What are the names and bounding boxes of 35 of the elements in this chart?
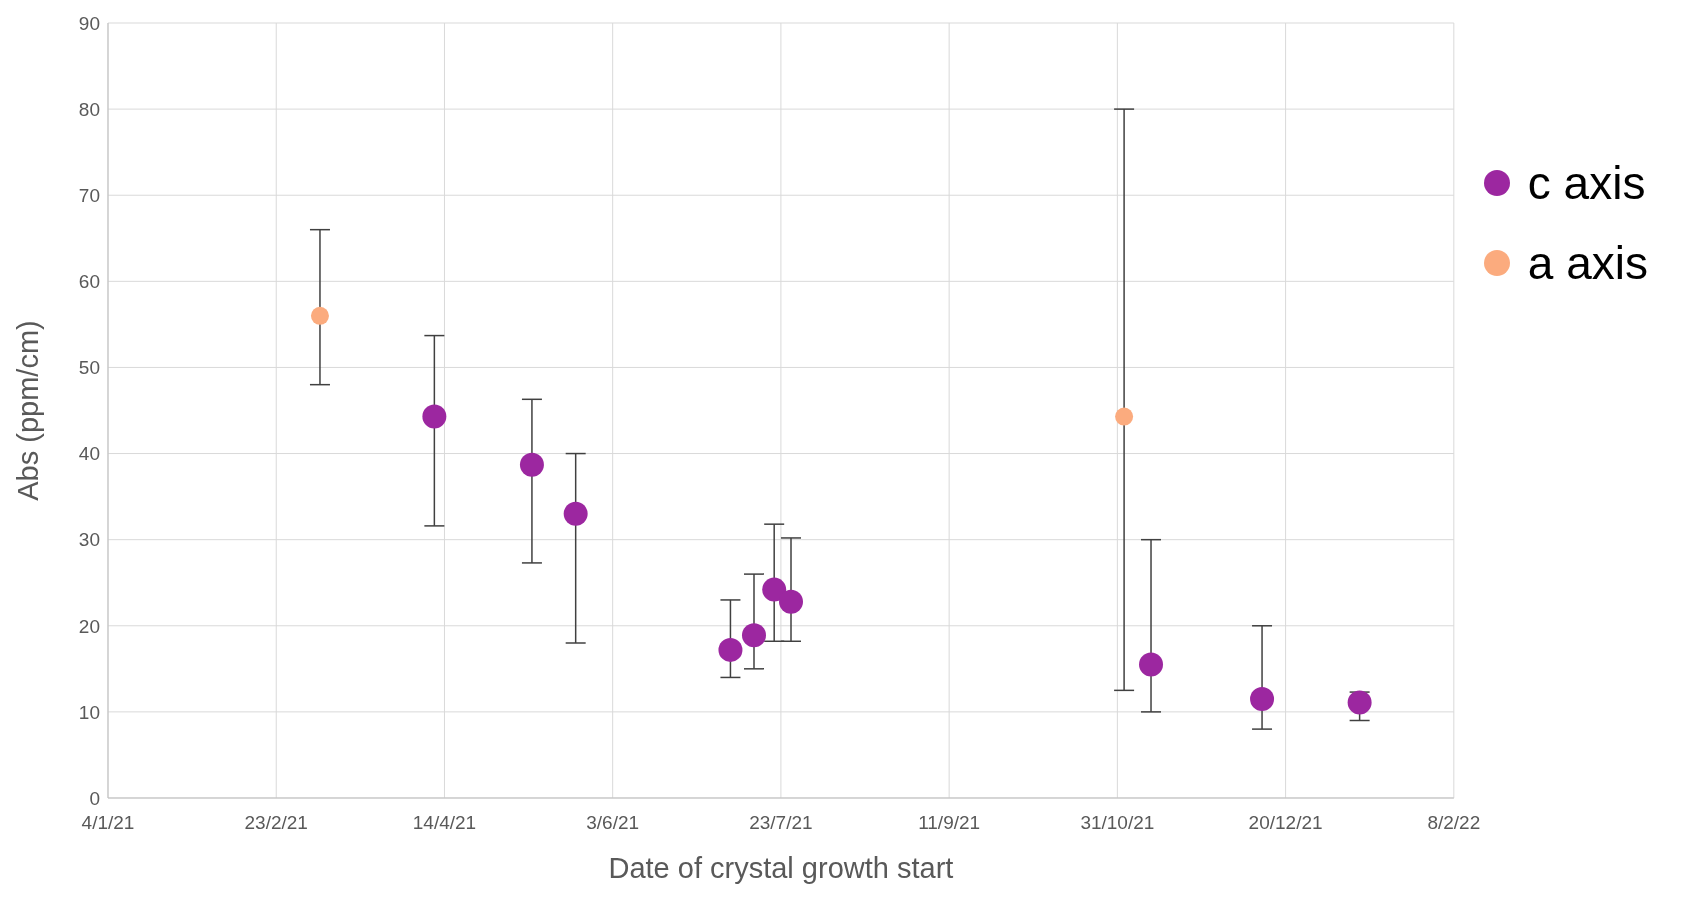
x-tick-label: 20/12/21 [1248,812,1323,834]
point [422,404,447,429]
y-tick-label: 60 [78,271,100,293]
y-tick-label: 40 [78,443,100,465]
point [718,637,743,662]
point [1115,407,1134,426]
legend-label: a axis [1527,236,1648,291]
y-tick-label: 70 [78,184,100,206]
y-tick-label: 80 [78,98,100,120]
legend-label: c axis [1527,156,1646,211]
x-tick-label: 3/6/21 [586,812,640,834]
x-tick-label: 4/1/21 [81,812,135,834]
x-tick-label: 23/7/21 [749,812,813,834]
y-tick-label: 50 [78,357,100,379]
point [1139,652,1164,677]
point [519,452,544,477]
point [310,306,329,325]
x-tick-label: 11/9/21 [918,812,981,834]
point [779,589,804,614]
x-axis-title: Date of crystal growth start [608,852,954,884]
y-tick-label: 0 [89,787,100,809]
y-tick-label: 10 [78,701,100,723]
y-tick-label: 90 [78,12,100,34]
point [1347,690,1372,715]
x-tick-label: 31/10/21 [1080,812,1155,834]
x-tick-label: 23/2/21 [244,812,308,834]
point [742,623,766,648]
point [762,577,787,602]
point [1250,686,1275,711]
y-tick-label: 20 [78,615,100,637]
y-axis-title: Abs (ppm/cm) [12,320,45,501]
x-tick-label: 14/4/21 [412,812,477,834]
point [563,501,588,526]
y-tick-label: 30 [78,529,100,551]
x-tick-label: 8/2/22 [1427,812,1481,834]
